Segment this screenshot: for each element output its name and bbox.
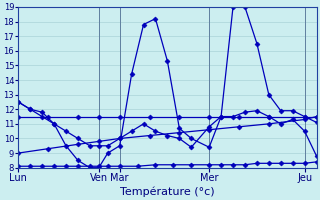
X-axis label: Température (°c): Température (°c) <box>120 186 215 197</box>
